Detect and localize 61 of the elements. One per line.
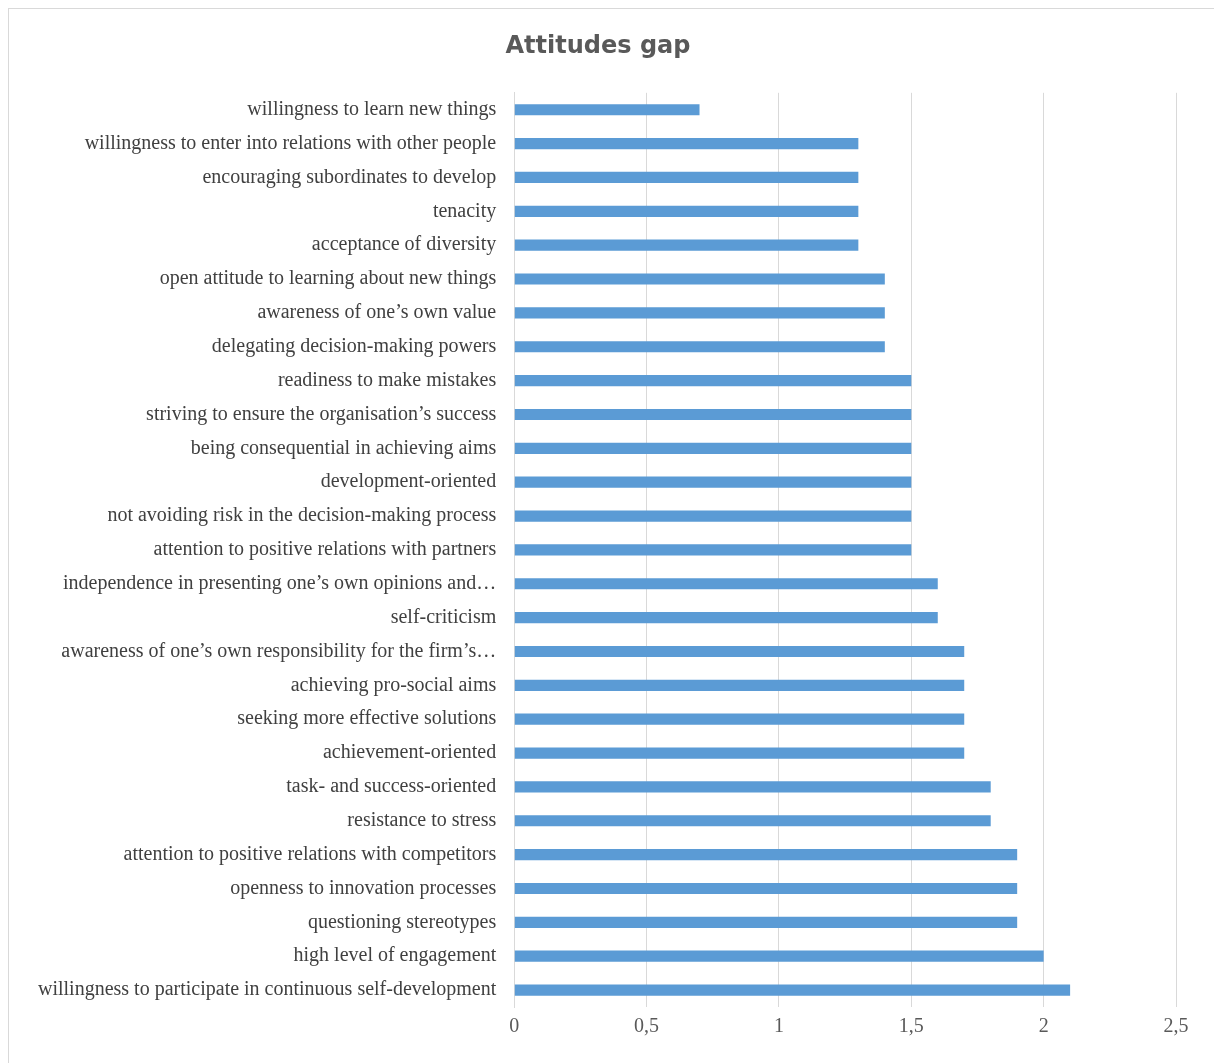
y-tick-label: achieving pro-social aims	[290, 672, 497, 696]
y-tick-label: encouraging subordinates to develop	[202, 164, 497, 188]
bar	[514, 510, 912, 522]
bar	[514, 239, 859, 251]
bar	[514, 408, 912, 421]
x-tick-label: 2	[1038, 1014, 1049, 1037]
bar	[514, 476, 912, 488]
bar	[514, 612, 938, 624]
bar	[514, 544, 912, 556]
y-tick-label: awareness of one’s own responsibility for the firm’s…	[61, 638, 497, 662]
x-tick-label: 0,5	[634, 1014, 660, 1037]
bar	[514, 273, 885, 285]
bar	[514, 578, 938, 590]
bar	[514, 341, 885, 353]
y-tick-label: striving to ensure the organisation’s success	[146, 401, 497, 425]
y-tick-label: willingness to enter into relations with other people	[84, 130, 497, 154]
y-tick-label: openness to innovation processes	[230, 875, 497, 899]
bar	[514, 815, 991, 827]
y-tick-label: attention to positive relations with partners	[153, 537, 497, 561]
bar	[514, 104, 700, 116]
x-tick-label: 0	[509, 1014, 520, 1037]
x-tick-label: 1,5	[898, 1014, 924, 1037]
y-tick-label: tenacity	[432, 198, 497, 222]
x-tick-label: 2,5	[1163, 1014, 1189, 1037]
bar	[514, 950, 1044, 962]
bar	[514, 849, 1018, 861]
y-tick-label: awareness of one’s own value	[257, 300, 497, 323]
y-tick-label: achievement-oriented	[322, 740, 497, 763]
y-tick-label: development-oriented	[320, 469, 497, 493]
bar	[514, 916, 1018, 928]
bar	[514, 307, 885, 319]
y-tick-label: not avoiding risk in the decision-making process	[107, 503, 497, 527]
y-tick-label: self-criticism	[390, 604, 497, 627]
bar	[514, 138, 859, 150]
y-tick-label: attention to positive relations with competitors	[123, 841, 497, 865]
y-tick-label: delegating decision-making powers	[211, 333, 497, 357]
y-tick-label: high level of engagement	[293, 943, 497, 967]
bar	[514, 984, 1071, 996]
bar	[514, 205, 859, 217]
bar	[514, 645, 965, 658]
bar	[514, 882, 1018, 895]
y-tick-label: being consequential in achieving aims	[190, 435, 497, 459]
bar	[514, 375, 912, 387]
bar	[514, 442, 912, 454]
bar	[514, 713, 965, 725]
bar	[514, 679, 965, 691]
y-tick-label: willingness to learn new things	[247, 96, 497, 120]
chart-title: Attitudes gap	[505, 30, 691, 59]
y-tick-label: resistance to stress	[347, 808, 497, 831]
y-tick-label: open attitude to learning about new things	[159, 266, 497, 290]
y-tick-label: independence in presenting one’s own opinions and…	[62, 571, 497, 595]
y-tick-label: willingness to participate in continuous self-development	[38, 977, 497, 1001]
bar	[514, 747, 965, 759]
y-tick-label: readiness to make mistakes	[277, 367, 497, 390]
y-tick-label: questioning stereotypes	[307, 909, 497, 933]
bar	[514, 781, 991, 793]
y-tick-label: acceptance of diversity	[311, 232, 497, 256]
x-tick-label: 1	[773, 1014, 784, 1037]
y-tick-label: seeking more effective solutions	[237, 706, 497, 730]
y-tick-label: task- and success-oriented	[286, 774, 497, 797]
bar	[514, 171, 859, 184]
